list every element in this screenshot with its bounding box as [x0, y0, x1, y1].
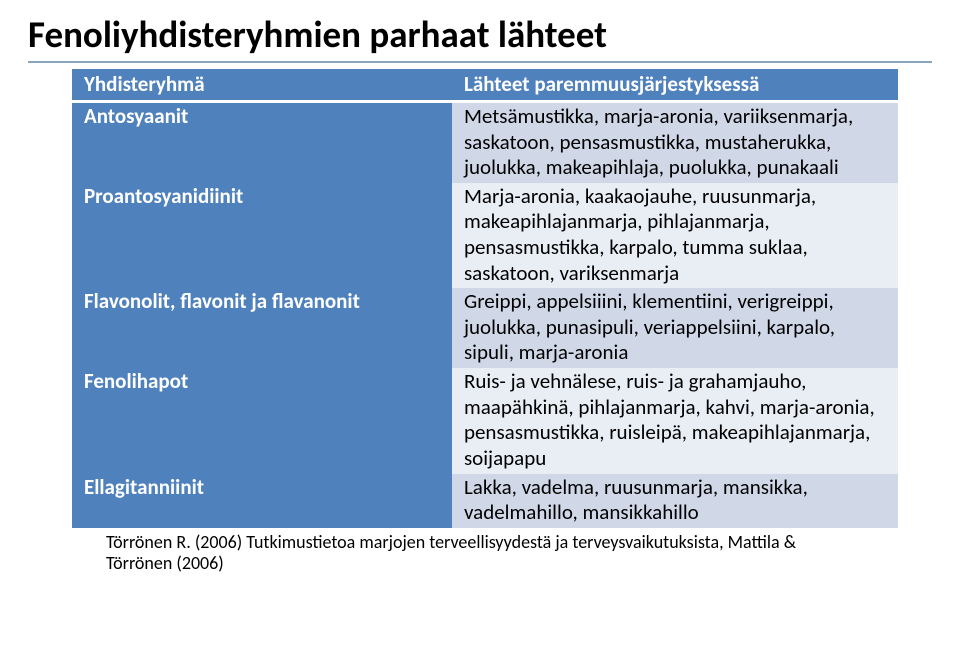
col-header-sources: Lähteet paremmuusjärjestyksessä: [452, 69, 898, 102]
table-header-row: Yhdisteryhmä Lähteet paremmuusjärjestyks…: [72, 69, 898, 102]
col-header-group: Yhdisteryhmä: [72, 69, 452, 102]
row-label: Antosyaanit: [72, 102, 452, 183]
row-label: Ellagitanniinit: [72, 474, 452, 528]
title-rule: [28, 61, 932, 63]
row-label: Flavonolit, flavonit ja flavanonit: [72, 288, 452, 368]
row-value: Marja-aronia, kaakaojauhe, ruusunmarja, …: [452, 183, 898, 288]
table-row: Fenolihapot Ruis- ja vehnälese, ruis- ja…: [72, 368, 898, 473]
citation-text: Törrönen R. (2006) Tutkimustietoa marjoj…: [106, 532, 806, 574]
table-row: Proantosyanidiinit Marja-aronia, kaakaoj…: [72, 183, 898, 288]
table-container: Yhdisteryhmä Lähteet paremmuusjärjestyks…: [72, 69, 898, 528]
row-label: Fenolihapot: [72, 368, 452, 473]
table-row: Flavonolit, flavonit ja flavanonit Greip…: [72, 288, 898, 368]
row-label: Proantosyanidiinit: [72, 183, 452, 288]
row-value: Lakka, vadelma, ruusunmarja, mansikka, v…: [452, 474, 898, 528]
phenolic-table: Yhdisteryhmä Lähteet paremmuusjärjestyks…: [72, 69, 898, 528]
row-value: Metsämustikka, marja-aronia, variiksenma…: [452, 102, 898, 183]
slide: Fenoliyhdisteryhmien parhaat lähteet Yhd…: [0, 0, 960, 671]
row-value: Ruis- ja vehnälese, ruis- ja grahamjauho…: [452, 368, 898, 473]
table-row: Antosyaanit Metsämustikka, marja-aronia,…: [72, 102, 898, 183]
table-row: Ellagitanniinit Lakka, vadelma, ruusunma…: [72, 474, 898, 528]
row-value: Greippi, appelsiiini, klementiini, verig…: [452, 288, 898, 368]
page-title: Fenoliyhdisteryhmien parhaat lähteet: [28, 12, 932, 57]
